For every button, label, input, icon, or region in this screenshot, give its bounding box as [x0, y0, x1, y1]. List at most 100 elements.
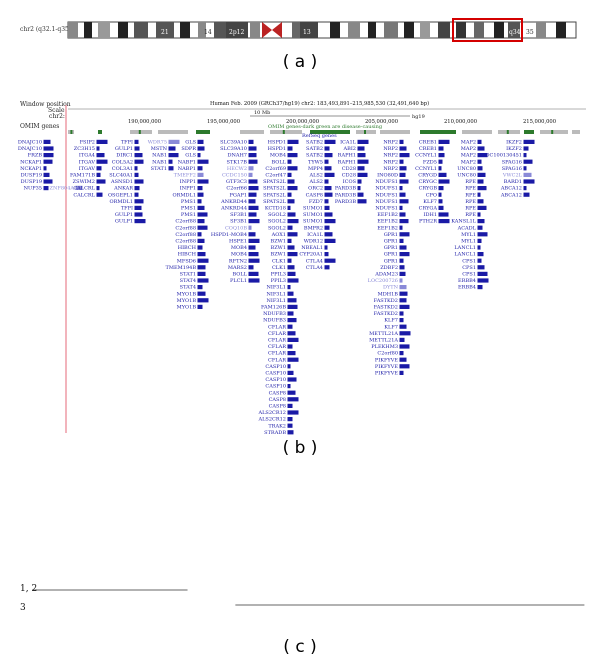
gene-model — [438, 179, 450, 184]
gene-model — [477, 252, 484, 257]
gene-label: WDR12 — [304, 239, 323, 245]
gene-label: SGOL2 — [268, 212, 286, 218]
gene-label: BZW1 — [271, 239, 286, 245]
omim-block — [70, 130, 73, 134]
gene-model — [96, 146, 100, 151]
gene-label: MOB4 — [270, 153, 286, 159]
gene-model — [96, 153, 105, 158]
hg-label: hg19 — [412, 114, 425, 120]
gene-label: KANSL1L — [451, 219, 476, 225]
gene-label: ERBB4 — [458, 278, 476, 284]
gene-model — [477, 159, 482, 164]
gene-label: SATB2 — [306, 153, 323, 159]
gene-label: CFLAR — [268, 357, 286, 363]
gene-model — [324, 205, 330, 210]
gene-model — [248, 186, 259, 191]
gene-model — [43, 153, 54, 158]
gene-label: UNC80 — [457, 166, 476, 172]
gene-model — [399, 166, 407, 171]
gene-model — [287, 186, 298, 191]
gene-label: PMS1 — [181, 199, 196, 205]
gene-model — [43, 179, 53, 184]
ideogram-label: chr2 (q32.1-q35) — [20, 26, 71, 33]
omim-block — [270, 130, 302, 134]
gene-label: GULP1 — [115, 219, 133, 225]
gene-model — [287, 199, 295, 204]
coord-195: 195,000,000 — [207, 119, 240, 125]
gene-label: CREB1 — [419, 140, 437, 146]
gene-model — [477, 258, 482, 263]
omim-block — [201, 130, 204, 134]
gene-model — [399, 146, 407, 151]
gene-label: SUMO1 — [303, 206, 323, 212]
gene-label: MDH1B — [378, 291, 399, 297]
gene-label: NCKAP1 — [20, 166, 42, 172]
gene-label: HECW2 — [227, 166, 247, 172]
gene-label: KLF7 — [384, 318, 398, 324]
gene-label: ALS2CR12 — [258, 410, 287, 416]
gene-label: FZD7 — [309, 199, 323, 205]
region-highlight-box — [452, 18, 523, 42]
gene-label: HSPD1 — [268, 146, 286, 152]
gene-model — [399, 139, 404, 144]
gene-label: MAP2 — [461, 146, 476, 152]
gene-label: EEF1B2 — [377, 225, 398, 231]
gene-model — [399, 212, 406, 217]
gene-label: NRP2 — [383, 166, 398, 172]
gene-model — [357, 186, 361, 191]
gene-label: INPP1 — [180, 186, 196, 192]
gene-label: NRP2 — [383, 140, 398, 146]
gene-model — [523, 146, 529, 151]
gene-model — [197, 238, 205, 243]
gene-model — [324, 179, 329, 184]
gene-model — [477, 238, 482, 243]
gene-label: FASTKD2 — [374, 311, 398, 317]
gene-label: MYL1 — [461, 239, 476, 245]
gene-label: TFPI — [121, 140, 133, 146]
gene-label: C2orf69 — [265, 166, 286, 172]
gene-model — [399, 337, 405, 342]
label-window-position: Window position — [20, 101, 71, 108]
gene-model — [287, 146, 293, 151]
gene-model — [197, 212, 208, 217]
gene-label: GLS — [185, 153, 196, 159]
gene-label: CCDC150 — [222, 173, 247, 179]
gene-label: ABCA12 — [500, 186, 522, 192]
gene-model — [477, 172, 486, 177]
gene-label: CASP8 — [269, 404, 286, 410]
gene-model — [324, 172, 335, 177]
gene-label: METTL21A — [369, 338, 398, 344]
gene-model — [287, 285, 291, 290]
omim-track — [68, 130, 580, 134]
gene-model — [438, 146, 444, 151]
omim-block — [498, 130, 520, 134]
gene-label: NABP1 — [178, 159, 196, 165]
gene-label: GULP1 — [115, 212, 133, 218]
gene-label: CCNYL1 — [415, 166, 437, 172]
gene-label: PMS1 — [181, 212, 196, 218]
gene-label: LOC100130451 — [482, 153, 522, 159]
gene-label: ZDBF2 — [380, 265, 398, 271]
gene-model — [523, 172, 532, 177]
band-label-2p12: 2p12 — [229, 29, 244, 36]
omim-block — [434, 130, 437, 134]
gene-model — [248, 225, 252, 230]
gene-label: INO80D — [377, 173, 398, 179]
gene-model — [399, 205, 403, 210]
gene-model — [197, 186, 203, 191]
gene-label: CASP10 — [265, 364, 286, 370]
gene-model — [357, 153, 366, 158]
gene-model — [287, 265, 295, 270]
gene-model — [248, 172, 253, 177]
gene-label: NDUFS1 — [375, 199, 398, 205]
gene-model — [43, 172, 50, 177]
gene-label: CASP10 — [265, 377, 286, 383]
gene-model — [324, 139, 336, 144]
gene-label: NAB1 — [152, 153, 167, 159]
gene-label: STAT1 — [151, 166, 167, 172]
gene-model — [399, 232, 410, 237]
gene-label: MAP2 — [461, 153, 476, 159]
gene-model — [197, 159, 209, 164]
gene-label: NIF3L1 — [266, 285, 286, 291]
gene-label: GPR1 — [384, 258, 398, 264]
